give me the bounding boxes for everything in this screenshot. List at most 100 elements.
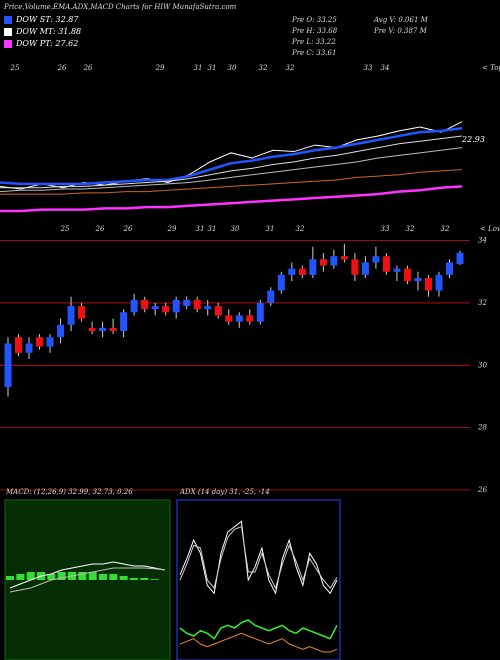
page-title: Price,Volume,EMA,ADX,MACD Charts for HIW… (3, 3, 237, 11)
candle-body (193, 299, 201, 310)
macd-title: MACD: (12,26,9) 32.99, 32.73, 0.26 (5, 488, 133, 496)
lows-label: 25 (60, 225, 70, 233)
tops-label: 33 (364, 64, 373, 72)
lows-label: 29 (167, 225, 177, 233)
candle-body (382, 256, 390, 272)
stat: Avg V: 0.061 M (373, 16, 429, 24)
candle-body (57, 324, 65, 338)
candle-body (372, 256, 380, 263)
macd-bar (130, 578, 138, 580)
stat: Pre V: 0.387 M (373, 27, 428, 35)
candle-body (225, 315, 233, 322)
candle-body (235, 315, 243, 322)
legend-swatch (4, 16, 12, 24)
adx-panel (176, 499, 341, 660)
tops-label: 29 (155, 64, 165, 72)
macd-bar (109, 574, 118, 580)
tops-label: 32 (286, 64, 295, 72)
macd-bar (99, 574, 107, 580)
candle-body (130, 299, 138, 313)
candle-body (330, 256, 338, 266)
adx-line (179, 619, 338, 640)
y-tick-label: 30 (478, 361, 487, 369)
candle-body (309, 259, 317, 275)
lows-label: 30 (231, 225, 240, 233)
stat: Pre H: 33.68 (291, 27, 338, 35)
adx-line (179, 632, 338, 653)
lows-label: 32 (406, 225, 415, 233)
candle-body (183, 299, 191, 307)
macd-bar (119, 576, 128, 580)
stat: Pre O: 33.25 (291, 16, 337, 24)
tops-label: 31 (194, 64, 203, 72)
macd-line (9, 561, 166, 589)
lows-label: 32 (441, 225, 450, 233)
candle-body (151, 306, 159, 310)
tops-label: 25 (10, 64, 20, 72)
candle-body (4, 343, 12, 388)
macd-bar (6, 576, 14, 580)
macd-line (9, 567, 166, 593)
candle-body (256, 302, 264, 322)
tops-label: 30 (228, 64, 237, 72)
candle-body (288, 268, 296, 275)
candle-body (25, 343, 33, 353)
legend-label: DOW PT: 27.62 (15, 39, 78, 48)
y-tick-label: 32 (478, 299, 487, 307)
tops-label: 26 (83, 64, 93, 72)
ema-line (0, 127, 463, 186)
lows-label: 33 (381, 225, 390, 233)
tops-label: 26 (57, 64, 67, 72)
tops-marker: < Tops (482, 64, 500, 72)
legend-label: DOW MT: 31.88 (15, 27, 81, 36)
candle-body (109, 327, 117, 331)
candle-body (414, 278, 422, 282)
lows-label: 26 (123, 225, 133, 233)
candle-body (267, 290, 275, 303)
macd-bar (16, 574, 25, 580)
tops-label: 32 (259, 64, 268, 72)
ema-line (0, 185, 463, 213)
candle-body (424, 278, 432, 291)
lows-marker: < Lows (480, 225, 500, 233)
tops-label: 31 (208, 64, 217, 72)
price-annotation: 22.93 (461, 135, 485, 144)
candle-body (435, 274, 443, 291)
candle-body (172, 299, 180, 313)
lows-label: 31 (196, 225, 205, 233)
legend-label: DOW ST: 32.87 (15, 15, 79, 24)
y-tick-label: 34 (478, 237, 487, 245)
adx-line (179, 520, 338, 595)
macd-bar (150, 579, 159, 580)
ema-line (0, 169, 463, 195)
macd-bar (47, 574, 56, 580)
candle-body (246, 315, 254, 322)
ema-line (0, 147, 463, 193)
ema-line (0, 135, 463, 189)
candle-body (456, 252, 464, 264)
y-tick-label: 26 (477, 486, 487, 494)
y-tick-label: 28 (477, 424, 487, 432)
candle-body (340, 256, 348, 260)
candle-body (162, 306, 170, 313)
macd-bar (26, 572, 35, 580)
stat: Pre C: 33.61 (291, 49, 336, 57)
adx-title: ADX (14 day) 31, -25, -14 (179, 488, 270, 496)
candle-body (67, 306, 75, 325)
lows-label: 32 (296, 225, 305, 233)
macd-bar (140, 578, 149, 580)
candle-body (36, 337, 44, 347)
lows-label: 26 (95, 225, 105, 233)
macd-bar (88, 572, 97, 580)
lows-label: 31 (266, 225, 275, 233)
legend-swatch (4, 40, 12, 48)
candle-body (351, 259, 359, 275)
candle-body (120, 312, 128, 331)
adx-line (179, 525, 338, 590)
candle-body (361, 262, 369, 275)
candle-body (141, 299, 149, 310)
candle-body (403, 268, 411, 282)
candle-body (204, 306, 212, 310)
macd-bar (57, 572, 66, 580)
